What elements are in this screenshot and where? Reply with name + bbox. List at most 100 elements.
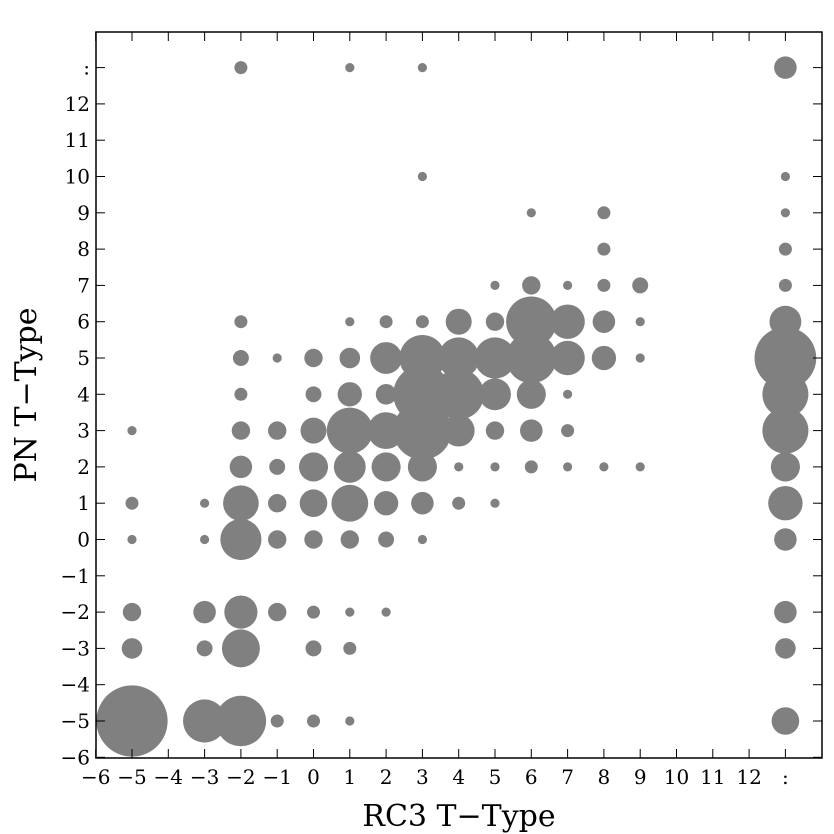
y-tick-label: 8 — [77, 237, 90, 261]
data-point — [635, 317, 645, 327]
data-point — [224, 595, 258, 629]
data-point — [780, 171, 791, 182]
data-point — [339, 347, 361, 369]
x-tick-label: 0 — [307, 765, 320, 789]
data-point — [305, 640, 322, 657]
data-point — [215, 695, 267, 747]
data-point — [597, 278, 611, 292]
x-tick-label: : — [782, 765, 789, 789]
data-point — [516, 379, 546, 409]
data-point — [298, 452, 329, 482]
x-tick-label: −4 — [154, 765, 183, 789]
data-point — [563, 462, 573, 472]
data-point — [592, 310, 616, 333]
y-tick-label: −4 — [61, 673, 90, 697]
data-point — [345, 607, 355, 617]
data-point — [193, 600, 216, 624]
data-point — [762, 371, 809, 418]
data-point — [183, 699, 227, 743]
data-point — [490, 462, 500, 472]
data-point — [229, 455, 253, 479]
y-tick-label: −2 — [61, 600, 90, 624]
data-point — [597, 206, 611, 220]
data-point — [768, 485, 803, 521]
x-axis-title: RC3 T−Type — [362, 799, 555, 834]
data-point — [234, 315, 248, 329]
x-tick-label: −6 — [81, 765, 110, 789]
data-point — [526, 208, 536, 218]
data-point — [417, 63, 427, 73]
data-point — [127, 534, 137, 545]
data-point — [345, 317, 355, 327]
x-tick-label: 9 — [634, 765, 647, 789]
data-point — [485, 312, 505, 331]
data-point — [121, 638, 143, 659]
data-point — [393, 401, 452, 460]
data-point — [407, 452, 437, 482]
data-point — [591, 345, 617, 371]
data-point — [770, 452, 800, 482]
data-point — [485, 421, 505, 440]
y-axis-title: PN T−Type — [9, 307, 44, 482]
data-point — [269, 458, 286, 475]
data-point — [780, 208, 791, 218]
x-tick-label: −2 — [226, 765, 255, 789]
data-point — [474, 337, 516, 379]
y-tick-label: 11 — [65, 128, 90, 152]
data-point — [775, 638, 796, 659]
data-point — [778, 242, 792, 256]
data-point — [122, 602, 142, 622]
data-point — [561, 424, 575, 438]
data-point — [411, 491, 434, 515]
data-point — [762, 407, 809, 454]
data-point — [774, 600, 797, 624]
data-point — [333, 450, 366, 483]
y-tick-label: 3 — [77, 419, 90, 443]
data-point — [223, 485, 259, 522]
data-point — [268, 530, 287, 549]
data-point — [379, 315, 393, 329]
data-point — [375, 384, 397, 405]
y-tick-label: 1 — [77, 491, 90, 515]
axis-ticks — [95, 32, 822, 758]
data-point — [754, 327, 817, 389]
x-tick-label: 5 — [489, 765, 502, 789]
data-point — [597, 242, 611, 256]
data-point — [632, 277, 649, 294]
x-tick-label: −3 — [190, 765, 219, 789]
data-point — [268, 494, 287, 513]
data-point — [381, 607, 391, 617]
data-point — [370, 342, 403, 374]
y-tick-label: : — [83, 56, 90, 80]
x-tick-label: 6 — [525, 765, 538, 789]
data-points — [96, 56, 817, 757]
data-point — [563, 389, 573, 399]
data-point — [272, 353, 282, 363]
tick-labels: −6 −5 −4 −3 −2 −1 0 1 2 3 4 5 6 7 8 9 10 11 12:−6−5−4−3−2−… — [61, 56, 789, 789]
data-point — [417, 171, 427, 182]
data-point — [304, 530, 323, 549]
data-point — [340, 530, 359, 549]
x-tick-label: 11 — [700, 765, 725, 789]
x-tick-label: 3 — [416, 765, 429, 789]
data-point — [774, 56, 797, 79]
x-tick-label: 10 — [664, 765, 689, 789]
y-tick-label: 4 — [77, 382, 90, 406]
data-point — [438, 337, 480, 379]
data-point — [268, 602, 287, 622]
data-point — [479, 378, 511, 411]
data-point — [522, 276, 541, 295]
data-point — [373, 491, 399, 516]
data-point — [234, 387, 248, 401]
data-point — [306, 605, 321, 619]
data-point — [231, 421, 251, 440]
data-point — [125, 496, 139, 510]
data-point — [345, 716, 355, 726]
data-point — [127, 426, 137, 436]
data-point — [520, 419, 543, 442]
data-point — [506, 296, 557, 347]
data-point — [221, 629, 260, 668]
data-point — [445, 308, 472, 335]
y-tick-label: −6 — [61, 745, 90, 769]
data-point — [200, 534, 210, 545]
